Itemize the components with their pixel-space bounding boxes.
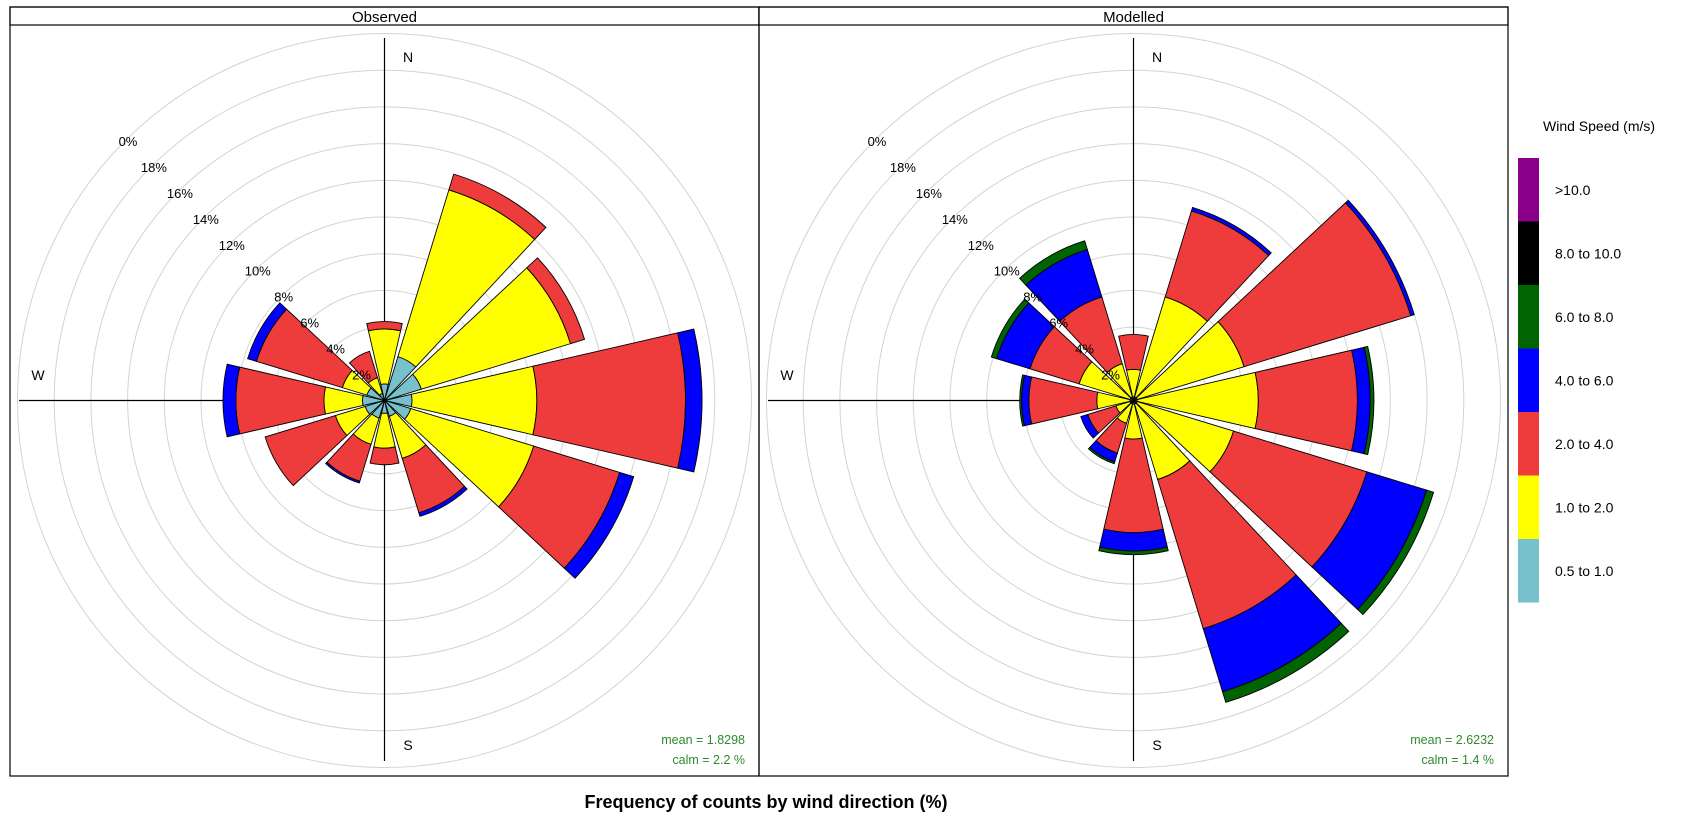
legend-swatch	[1518, 285, 1539, 349]
modelled-bar-120deg-bin-4	[1356, 489, 1435, 616]
observed-radial-label: 2%	[352, 368, 371, 383]
modelled-bar-330deg-bin-4	[1018, 240, 1088, 286]
legend-label: 8.0 to 10.0	[1555, 245, 1621, 261]
modelled-radial-label: 12%	[968, 238, 994, 253]
modelled-bar-60deg-bin-3	[1344, 199, 1415, 317]
modelled-bar-90deg-bin-4	[1363, 345, 1375, 456]
modelled-bar-60deg-bin-2	[1217, 202, 1412, 368]
modelled-bar-270deg-bin-4	[1019, 374, 1025, 427]
observed-bar-210deg-bin-3	[325, 461, 361, 484]
observed-radial-label: 16%	[167, 186, 193, 201]
legend-swatch	[1518, 348, 1539, 412]
legend-label: 0.5 to 1.0	[1555, 563, 1614, 579]
observed-bar-60deg-bin-2	[526, 257, 586, 345]
legend-label: 2.0 to 4.0	[1555, 436, 1614, 452]
observed-radial-label: 6%	[300, 316, 319, 331]
modelled-mean-text: mean = 2.6232	[1410, 733, 1494, 747]
modelled-bar-90deg-bin-2	[1254, 349, 1358, 452]
modelled-radial-label: 10%	[994, 264, 1020, 279]
observed-bar-180deg-bin-2	[369, 446, 400, 466]
legend-title: Wind Speed (m/s)	[1543, 118, 1655, 134]
modelled-radial-label: 6%	[1049, 316, 1068, 331]
legend: Wind Speed (m/s) >10.0 8.0 to 10.0 6.0 to …	[1518, 118, 1655, 603]
modelled-bar-300deg-bin-4	[990, 298, 1030, 360]
observed-bar-150deg-bin-3	[418, 485, 468, 517]
modelled-bar-210deg-bin-4	[1087, 446, 1116, 465]
modelled-bar-150deg-bin-4	[1221, 622, 1350, 703]
modelled-radial-label: 2%	[1101, 368, 1120, 383]
panel-observed-radial-labels: 2% 4% 6% 8%10%12%14%16%18%0%	[119, 134, 372, 383]
figure-xlabel: Frequency of counts by wind direction (%…	[584, 792, 947, 812]
observed-radial-label: 18%	[141, 160, 167, 175]
observed-radial-label: 14%	[193, 212, 219, 227]
modelled-radial-label: 8%	[1023, 290, 1042, 305]
observed-calm-text: calm = 2.2 %	[672, 753, 745, 767]
panel-observed: Observed 2% 4% 6% 8%10%12%14%16%18%0% N W S…	[9, 6, 760, 777]
observed-bar-0deg-bin-2	[366, 321, 403, 332]
legend-label: 6.0 to 8.0	[1555, 309, 1614, 325]
panel-modelled: Modelled 2% 4% 6% 8%10%12%14%16%18%0% N W S…	[758, 6, 1509, 777]
legend-label: 4.0 to 6.0	[1555, 372, 1614, 388]
observed-mean-text: mean = 1.8298	[661, 733, 745, 747]
modelled-compass-n: N	[1152, 49, 1162, 65]
observed-radial-label: 4%	[326, 342, 345, 357]
panel-modelled-bars	[990, 199, 1435, 703]
modelled-bar-180deg-bin-4	[1098, 546, 1169, 556]
panel-modelled-frame	[758, 6, 1509, 777]
modelled-radial-label: 18%	[890, 160, 916, 175]
modelled-compass-s: S	[1152, 737, 1161, 753]
modelled-calm-text: calm = 1.4 %	[1421, 753, 1494, 767]
legend-swatch	[1518, 475, 1539, 539]
legend-swatch	[1518, 158, 1539, 222]
modelled-bar-30deg-bin-3	[1190, 206, 1272, 257]
observed-bar-330deg-bin-2	[348, 350, 379, 384]
panel-modelled-radial-labels: 2% 4% 6% 8%10%12%14%16%18%0%	[868, 134, 1121, 383]
observed-bar-90deg-bin-3	[677, 328, 703, 473]
observed-bar-90deg-bin-2	[532, 332, 686, 469]
observed-bar-120deg-bin-3	[563, 471, 635, 579]
observed-compass-s: S	[403, 737, 412, 753]
observed-compass-n: N	[403, 49, 413, 65]
panel-observed-title: Observed	[352, 9, 417, 26]
panel-modelled-title: Modelled	[1103, 9, 1164, 26]
legend-label: 1.0 to 2.0	[1555, 499, 1614, 515]
legend-swatch	[1518, 412, 1539, 476]
observed-bar-270deg-bin-3	[222, 363, 241, 438]
modelled-radial-label: 4%	[1075, 342, 1094, 357]
observed-bar-30deg-bin-2	[448, 173, 547, 241]
observed-radial-label: 8%	[274, 290, 293, 305]
modelled-bar-240deg-bin-3	[1080, 413, 1100, 439]
observed-compass-w: W	[31, 367, 45, 383]
modelled-bar-0deg-bin-2	[1118, 334, 1149, 371]
observed-bar-300deg-bin-3	[247, 302, 288, 362]
panel-observed-bars	[222, 173, 703, 579]
observed-radial-label: 10%	[245, 264, 271, 279]
legend-swatch	[1518, 539, 1539, 603]
observed-bar-240deg-bin-2	[264, 414, 348, 487]
observed-radial-label: 0%	[119, 134, 138, 149]
modelled-bar-180deg-bin-3	[1099, 528, 1168, 552]
modelled-compass-w: W	[780, 367, 794, 383]
modelled-radial-label: 0%	[868, 134, 887, 149]
legend-swatch	[1518, 221, 1539, 285]
modelled-grid-ring	[766, 33, 1501, 768]
modelled-radial-label: 16%	[916, 186, 942, 201]
observed-radial-label: 12%	[219, 238, 245, 253]
observed-grid-ring	[17, 33, 752, 768]
legend-label: >10.0	[1555, 182, 1591, 198]
modelled-radial-label: 14%	[942, 212, 968, 227]
